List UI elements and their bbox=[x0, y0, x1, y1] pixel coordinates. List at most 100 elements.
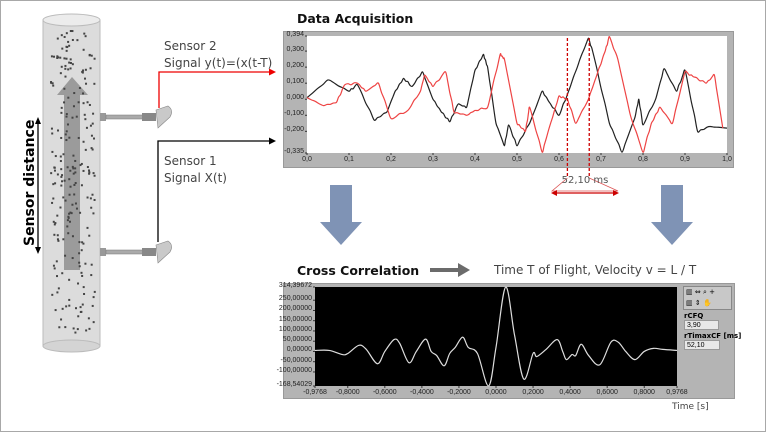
arrowhead-down-icon bbox=[35, 247, 41, 254]
particle bbox=[85, 126, 88, 129]
particle bbox=[76, 328, 79, 331]
particle bbox=[74, 159, 77, 162]
zoom-icon[interactable]: ⌕ bbox=[702, 288, 707, 296]
particle bbox=[82, 242, 85, 245]
pipe-bottom bbox=[42, 339, 101, 353]
particle bbox=[68, 278, 71, 281]
delay-bracket bbox=[550, 177, 619, 192]
particle bbox=[53, 223, 56, 226]
particle bbox=[80, 310, 83, 313]
particle bbox=[50, 127, 53, 130]
particle bbox=[60, 65, 63, 68]
particle bbox=[74, 331, 77, 334]
particle bbox=[71, 30, 74, 33]
x-tick-label: 0,8000 bbox=[633, 389, 655, 396]
particle bbox=[65, 57, 68, 60]
particle bbox=[59, 72, 62, 75]
particle bbox=[78, 261, 81, 264]
particle bbox=[59, 155, 62, 158]
y-tick-label: 0,300 bbox=[286, 46, 304, 54]
particle bbox=[80, 249, 83, 252]
particle bbox=[57, 287, 60, 290]
rcfq-field[interactable]: 3,90 bbox=[684, 320, 719, 330]
particle bbox=[83, 32, 86, 35]
particle bbox=[70, 212, 73, 215]
particle bbox=[66, 225, 69, 228]
pan-icon[interactable]: ✋ bbox=[702, 299, 712, 307]
particle bbox=[65, 49, 68, 52]
particle bbox=[56, 275, 59, 278]
particle bbox=[59, 56, 62, 59]
x-scale-icon[interactable]: ▥ ⇔ bbox=[686, 288, 701, 296]
particle bbox=[63, 87, 66, 90]
particle bbox=[61, 307, 64, 310]
y-scale-icon[interactable]: ▥ ⇕ bbox=[686, 299, 701, 307]
particle bbox=[84, 118, 87, 121]
particle bbox=[68, 304, 71, 307]
particle bbox=[68, 220, 71, 223]
x-tick-label: 0,0000 bbox=[485, 389, 507, 396]
particle bbox=[60, 136, 63, 139]
y-tick-label: -0,335 bbox=[284, 148, 304, 155]
delay-label: 52,10 ms bbox=[561, 175, 609, 186]
particle bbox=[53, 166, 56, 169]
particle bbox=[93, 82, 96, 85]
particle bbox=[86, 196, 89, 199]
x-tick-label: -0,8000 bbox=[335, 389, 360, 396]
particle bbox=[67, 232, 70, 235]
particle bbox=[51, 82, 54, 85]
particle bbox=[55, 260, 58, 263]
y-tick-label: -0,200 bbox=[284, 126, 304, 134]
particle bbox=[85, 82, 88, 85]
particle bbox=[65, 113, 68, 116]
rtimaxcf-field[interactable]: 52,10 bbox=[684, 340, 720, 350]
x-tick-label: -0,6000 bbox=[372, 389, 397, 396]
y-tick-label: 0,00000 bbox=[286, 346, 312, 354]
particle bbox=[61, 174, 64, 177]
particle bbox=[79, 164, 82, 167]
particle bbox=[64, 64, 67, 67]
particle bbox=[91, 148, 94, 151]
y-tick-label: -100,00000 bbox=[276, 366, 312, 374]
particle bbox=[56, 238, 59, 241]
right-arrow-icon bbox=[430, 263, 470, 277]
particle bbox=[82, 169, 85, 172]
particle bbox=[93, 137, 96, 140]
crosshair-icon[interactable]: + bbox=[709, 288, 715, 296]
x-tick-label: 0,8 bbox=[638, 156, 648, 163]
particle bbox=[63, 179, 66, 182]
y-tick-label: 0,000 bbox=[286, 94, 304, 102]
particle bbox=[79, 306, 82, 309]
particle bbox=[93, 198, 96, 201]
particle bbox=[60, 318, 63, 321]
x-tick-label: 0,6 bbox=[554, 156, 564, 163]
particle bbox=[88, 172, 91, 175]
sensor-2-signal: Signal y(t)=(x(t-T) bbox=[164, 56, 273, 70]
particle bbox=[90, 147, 93, 150]
particle bbox=[64, 75, 67, 78]
sensor-1-signal: Signal X(t) bbox=[164, 171, 227, 185]
down-arrow-left-icon bbox=[320, 185, 362, 245]
particle bbox=[91, 304, 94, 307]
particle bbox=[88, 103, 91, 106]
particle bbox=[52, 220, 55, 223]
particle bbox=[78, 87, 81, 90]
particle bbox=[82, 286, 85, 289]
particle bbox=[90, 134, 93, 137]
sensor-1-wire bbox=[157, 140, 272, 242]
particle bbox=[75, 307, 78, 310]
particle bbox=[68, 212, 71, 215]
particle bbox=[88, 169, 91, 172]
particle bbox=[65, 32, 68, 35]
graph-palette[interactable]: ▥ ⇔ ⌕ + ▥ ⇕ ✋ bbox=[683, 286, 732, 310]
particle bbox=[67, 216, 70, 219]
x-tick-label: 0,7 bbox=[596, 156, 606, 163]
particle bbox=[88, 53, 91, 56]
particle bbox=[74, 202, 77, 205]
particle bbox=[92, 321, 95, 324]
particles bbox=[50, 30, 96, 334]
particle bbox=[74, 171, 77, 174]
series-line-1 bbox=[306, 35, 724, 153]
particle bbox=[54, 182, 57, 185]
particle bbox=[56, 234, 59, 237]
